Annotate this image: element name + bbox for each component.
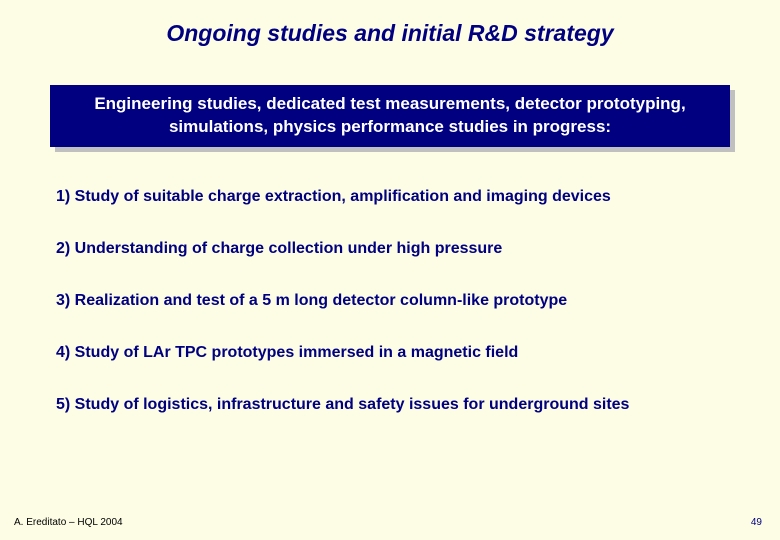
slide-title: Ongoing studies and initial R&D strategy [30, 20, 750, 47]
slide: Ongoing studies and initial R&D strategy… [0, 0, 780, 540]
footer-author: A. Ereditato – HQL 2004 [14, 517, 123, 528]
list-item: 2) Understanding of charge collection un… [56, 239, 724, 259]
list-item: 5) Study of logistics, infrastructure an… [56, 395, 724, 415]
page-number: 49 [751, 517, 762, 528]
item-list: 1) Study of suitable charge extraction, … [56, 187, 724, 415]
list-item: 3) Realization and test of a 5 m long de… [56, 291, 724, 311]
subtitle-container: Engineering studies, dedicated test meas… [50, 85, 730, 147]
list-item: 4) Study of LAr TPC prototypes immersed … [56, 343, 724, 363]
subtitle-box: Engineering studies, dedicated test meas… [50, 85, 730, 147]
list-item: 1) Study of suitable charge extraction, … [56, 187, 724, 207]
